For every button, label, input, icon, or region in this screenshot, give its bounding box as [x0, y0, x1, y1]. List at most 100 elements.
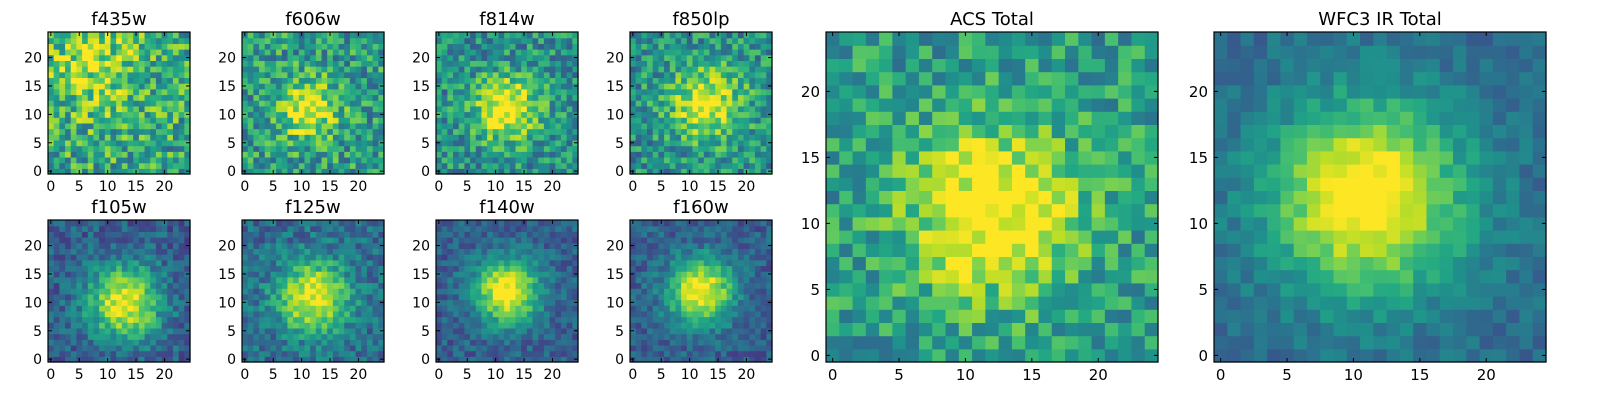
heatmap-cell: [332, 100, 340, 107]
heatmap-cell: [178, 60, 185, 67]
heatmap-cell: [464, 322, 471, 329]
heatmap-cell: [138, 100, 146, 107]
heatmap-cell: [737, 37, 745, 44]
heatmap-cell: [720, 168, 728, 175]
heatmap-cell: [658, 88, 665, 96]
heatmap-cell: [264, 162, 271, 169]
heatmap-cell: [276, 83, 283, 90]
heatmap-cell: [538, 259, 545, 267]
heatmap-cell: [184, 248, 191, 255]
heatmap-cell: [538, 94, 545, 101]
heatmap-cell: [566, 299, 573, 306]
heatmap-cell: [669, 66, 677, 73]
heatmap-cell: [70, 49, 77, 56]
heatmap-cell: [652, 128, 659, 135]
heatmap-cell: [127, 248, 134, 255]
heatmap-cell: [59, 310, 66, 318]
heatmap-cell: [59, 117, 66, 124]
heatmap-cell: [93, 231, 100, 238]
heatmap-cell: [332, 139, 340, 147]
heatmap-cell: [242, 77, 249, 84]
heatmap-cell: [287, 248, 294, 255]
heatmap-cell: [492, 259, 500, 267]
heatmap-cell: [749, 100, 756, 107]
heatmap-cell: [133, 322, 140, 329]
heatmap-cell: [647, 310, 654, 318]
heatmap-cell: [526, 339, 534, 346]
heatmap-cell: [321, 288, 328, 295]
heatmap-cell: [349, 248, 357, 255]
heatmap-cell: [543, 139, 551, 147]
heatmap-cell: [669, 333, 677, 340]
heatmap-cell: [104, 162, 112, 169]
heatmap-cell: [310, 77, 317, 84]
heatmap-cell: [121, 316, 129, 323]
heatmap-cell: [338, 299, 345, 306]
heatmap-cell: [65, 327, 72, 335]
heatmap-cell: [436, 66, 443, 73]
heatmap-cell: [310, 231, 317, 238]
heatmap-cell: [754, 276, 762, 284]
heatmap-cell: [447, 83, 454, 90]
heatmap-cell: [110, 282, 117, 289]
heatmap-cell: [453, 265, 460, 272]
y-tick-label: 15: [24, 267, 42, 283]
heatmap-cell: [526, 139, 534, 147]
heatmap-cell: [737, 32, 745, 39]
heatmap-cell: [310, 248, 317, 255]
heatmap-cell: [242, 162, 249, 169]
heatmap-cell: [675, 350, 682, 357]
heatmap-cell: [366, 237, 374, 244]
heatmap-cell: [726, 77, 733, 84]
heatmap-cell: [470, 316, 477, 323]
heatmap-cell: [178, 237, 185, 244]
heatmap-cell: [647, 105, 654, 113]
heatmap-cell: [121, 54, 129, 61]
heatmap-cell: [178, 43, 185, 50]
heatmap-cell: [664, 32, 671, 39]
heatmap-cell: [720, 117, 728, 124]
heatmap-cell: [458, 282, 465, 289]
y-tick-label: 5: [421, 136, 430, 152]
heatmap-cell: [515, 259, 522, 267]
heatmap-cell: [441, 299, 448, 306]
heatmap-cell: [155, 145, 163, 152]
heatmap-cell: [664, 145, 671, 152]
heatmap-cell: [378, 128, 385, 135]
heatmap-cell: [121, 242, 129, 249]
heatmap-cell: [70, 43, 77, 50]
heatmap-cell: [549, 322, 556, 329]
heatmap-cell: [70, 305, 77, 312]
heatmap-cell: [686, 288, 694, 295]
heatmap-cell: [293, 333, 300, 340]
heatmap-cell: [276, 111, 283, 118]
heatmap-cell: [264, 49, 271, 56]
heatmap-cell: [76, 100, 83, 107]
heatmap-cell: [681, 100, 688, 107]
heatmap-cell: [669, 94, 677, 101]
heatmap-cell: [658, 276, 665, 284]
heatmap-cell: [70, 316, 77, 323]
heatmap-cell: [76, 339, 83, 346]
heatmap-cell: [630, 293, 637, 301]
heatmap-cell: [664, 310, 671, 318]
heatmap-cell: [150, 54, 157, 61]
heatmap-cell: [298, 339, 306, 346]
heatmap-cell: [658, 322, 665, 329]
heatmap-cell: [441, 100, 448, 107]
heatmap-cell: [664, 327, 671, 335]
heatmap-cell: [458, 43, 465, 50]
heatmap-cell: [743, 293, 750, 301]
heatmap-cell: [726, 316, 733, 323]
heatmap-cell: [247, 54, 254, 61]
heatmap-cell: [270, 66, 277, 73]
heatmap-cell: [703, 145, 711, 152]
heatmap-cell: [338, 151, 345, 158]
heatmap-cell: [447, 231, 454, 238]
heatmap-cell: [253, 344, 260, 352]
heatmap-cell: [121, 356, 129, 363]
heatmap-cell: [481, 145, 488, 152]
heatmap-cell: [526, 162, 534, 169]
heatmap-cell: [498, 333, 505, 340]
heatmap-cell: [737, 310, 745, 318]
